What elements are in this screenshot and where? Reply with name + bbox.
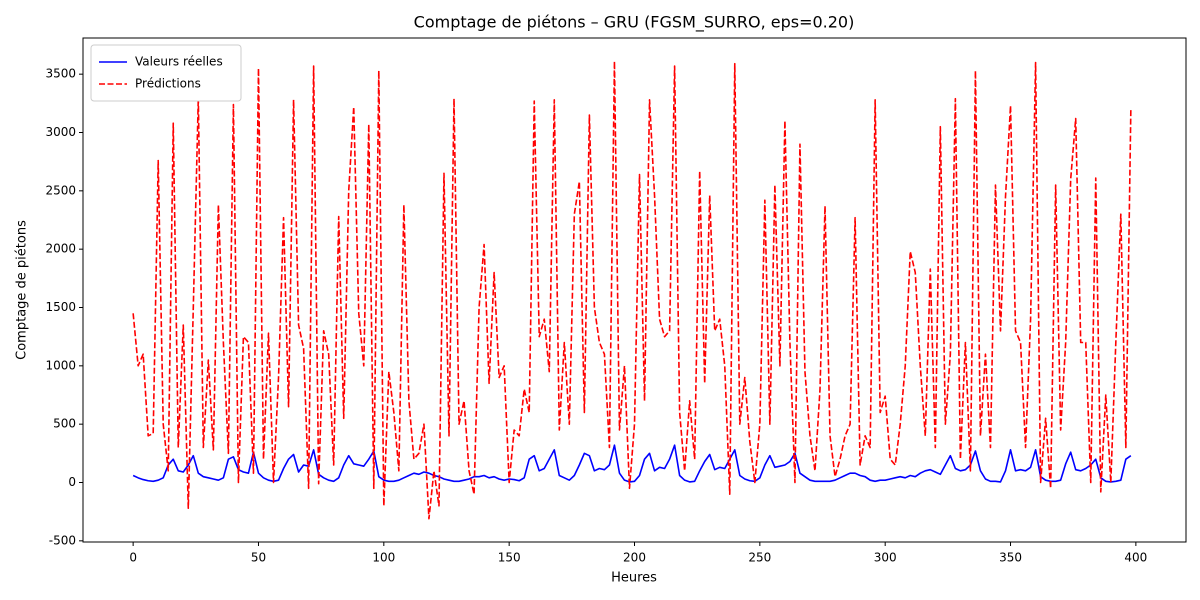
x-tick-label: 400 <box>1124 551 1147 565</box>
y-tick-label: -500 <box>49 533 76 547</box>
y-tick-label: 3500 <box>45 67 76 81</box>
y-axis-label: Comptage de piétons <box>15 220 30 360</box>
x-tick-label: 350 <box>999 551 1022 565</box>
y-tick-label: 3000 <box>45 125 76 139</box>
y-tick-label: 1000 <box>45 358 76 372</box>
x-tick-label: 250 <box>748 551 771 565</box>
legend-label: Valeurs réelles <box>135 55 223 69</box>
x-tick-label: 0 <box>129 551 137 565</box>
x-tick-label: 150 <box>498 551 521 565</box>
legend-box <box>90 44 242 102</box>
plot-frame <box>82 37 1187 543</box>
x-tick-label: 50 <box>251 551 266 565</box>
y-tick-label: 500 <box>53 417 76 431</box>
line-series <box>132 444 1132 483</box>
x-tick-label: 100 <box>372 551 395 565</box>
line-series <box>132 60 1132 520</box>
y-tick-label: 2500 <box>45 183 76 197</box>
x-tick-label: 200 <box>623 551 646 565</box>
chart-title: Comptage de piétons – GRU (FGSM_SURRO, e… <box>414 13 855 33</box>
y-tick-label: 2000 <box>45 242 76 256</box>
y-tick-label: 0 <box>68 475 76 489</box>
legend-label: Prédictions <box>135 77 201 91</box>
x-axis-label: Heures <box>611 571 657 586</box>
y-tick-label: 1500 <box>45 300 76 314</box>
x-tick-label: 300 <box>874 551 897 565</box>
